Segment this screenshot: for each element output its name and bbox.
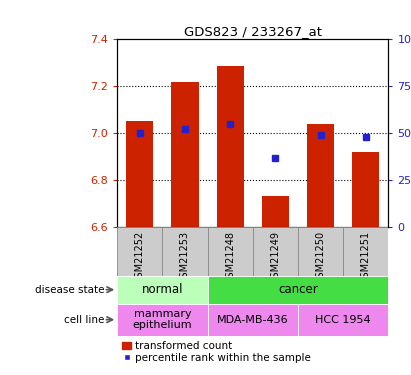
Bar (298, 227, 343, 276)
Text: mammary
epithelium: mammary epithelium (132, 309, 192, 330)
Bar (117, 227, 162, 276)
Title: GDS823 / 233267_at: GDS823 / 233267_at (184, 25, 322, 38)
Bar (343, 227, 388, 276)
Text: GSM21253: GSM21253 (180, 231, 190, 284)
Bar (253, 227, 298, 276)
Text: GSM21250: GSM21250 (316, 231, 326, 284)
Bar (307, 124, 334, 227)
Bar (162, 227, 208, 276)
Bar (208, 227, 253, 276)
Text: GSM21251: GSM21251 (361, 231, 371, 284)
Text: GSM21249: GSM21249 (270, 231, 280, 284)
Text: disease state: disease state (35, 285, 105, 295)
Bar (208, 304, 298, 336)
Bar (352, 152, 379, 227)
Text: MDA-MB-436: MDA-MB-436 (217, 315, 289, 325)
Bar (117, 304, 208, 336)
Bar (208, 276, 388, 304)
Bar (171, 82, 199, 227)
Bar (117, 276, 208, 304)
Text: GSM21248: GSM21248 (225, 231, 235, 284)
Text: cell line: cell line (65, 315, 105, 325)
Text: HCC 1954: HCC 1954 (315, 315, 371, 325)
Bar (217, 66, 244, 227)
Text: GSM21252: GSM21252 (135, 231, 145, 284)
Bar (298, 304, 388, 336)
Text: cancer: cancer (278, 283, 318, 296)
Bar (126, 122, 153, 227)
Legend: transformed count, percentile rank within the sample: transformed count, percentile rank withi… (122, 341, 311, 363)
Bar (262, 196, 289, 227)
Text: normal: normal (142, 283, 183, 296)
